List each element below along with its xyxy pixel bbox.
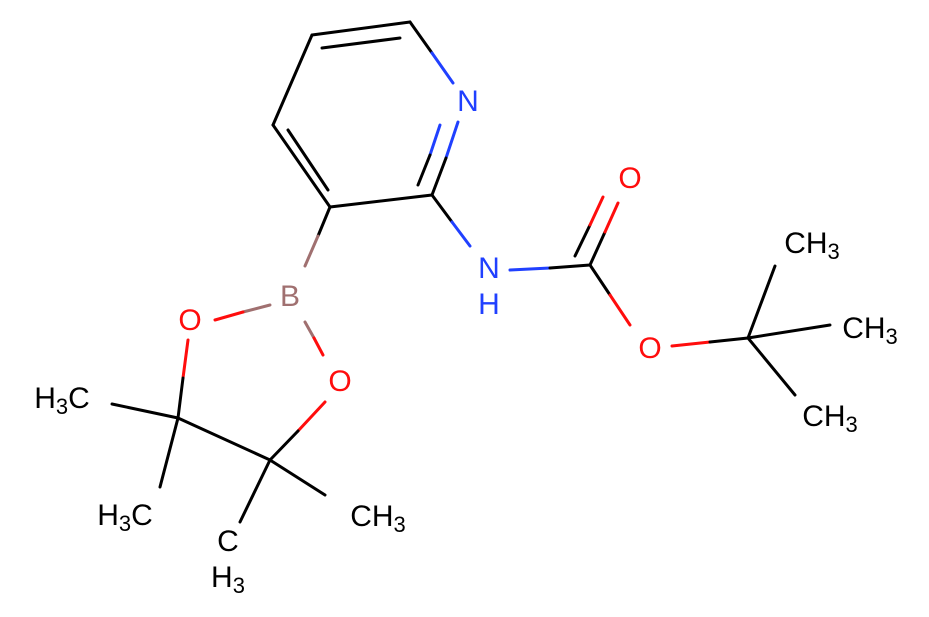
bond xyxy=(430,51,455,85)
bond xyxy=(670,340,712,348)
atom-text: B xyxy=(280,280,300,313)
bond xyxy=(110,402,180,420)
bond xyxy=(408,20,434,55)
bond xyxy=(271,123,332,209)
bond xyxy=(588,230,607,267)
bond xyxy=(603,201,620,234)
atom-text: O xyxy=(618,162,641,195)
bond xyxy=(320,36,402,50)
bond xyxy=(213,310,245,322)
bond xyxy=(746,336,797,397)
bond xyxy=(271,33,314,127)
atom-text: CH3 xyxy=(350,500,406,537)
atom-label: CH3 xyxy=(211,525,245,598)
bond xyxy=(268,458,327,497)
atom-label: O xyxy=(328,365,351,398)
atom-label: O xyxy=(618,162,641,195)
atom-label: O xyxy=(178,304,201,337)
bond xyxy=(588,263,612,297)
atom-text: O xyxy=(328,365,351,398)
bond xyxy=(430,193,454,224)
bond xyxy=(181,338,190,380)
bond xyxy=(303,320,316,340)
bond xyxy=(608,293,632,327)
bonds xyxy=(110,20,832,524)
bond xyxy=(303,234,320,268)
bond xyxy=(573,223,592,258)
atom-text: H xyxy=(478,288,500,321)
atom-text: N xyxy=(457,85,479,118)
bond xyxy=(296,400,327,433)
atom-label: O xyxy=(638,332,661,365)
atom-label: CH3 xyxy=(802,400,858,437)
atom-text: O xyxy=(178,304,201,337)
bond xyxy=(328,193,434,209)
atom-label: H3C xyxy=(34,382,90,419)
bond xyxy=(588,195,605,227)
atom-text: N xyxy=(478,252,500,285)
bond xyxy=(316,205,332,238)
atom-label: CH3 xyxy=(842,312,898,349)
bond xyxy=(286,128,330,192)
atom-text: CH3 xyxy=(802,400,858,437)
bond xyxy=(444,120,460,160)
bond xyxy=(508,266,552,272)
atom-label: N xyxy=(457,85,479,118)
atom-text: H3C xyxy=(97,499,153,536)
bond xyxy=(310,20,412,37)
bond xyxy=(241,303,272,314)
bond xyxy=(708,336,750,344)
atom-label: H3C xyxy=(97,499,153,536)
bond xyxy=(176,416,272,462)
atom-text: CH3 xyxy=(842,312,898,349)
atom-label: B xyxy=(280,280,300,313)
bond xyxy=(430,156,448,197)
bond xyxy=(428,123,442,157)
atom-text: CH3 xyxy=(784,227,840,264)
bond xyxy=(416,153,432,187)
bond xyxy=(450,220,472,248)
bond xyxy=(268,429,300,462)
atom-text: H3C xyxy=(34,382,90,419)
bond xyxy=(746,264,777,340)
bond xyxy=(312,336,325,357)
atom-text: O xyxy=(638,332,661,365)
bond xyxy=(548,263,592,270)
bond xyxy=(158,416,180,489)
atom-label: CH3 xyxy=(784,227,840,264)
atom-label: CH3 xyxy=(350,500,406,537)
bond xyxy=(238,458,272,524)
bond xyxy=(176,376,185,420)
atom-text: C xyxy=(217,525,239,558)
atom-text: H3 xyxy=(211,561,245,598)
bond xyxy=(746,323,832,340)
atom-label: NH xyxy=(478,252,500,321)
